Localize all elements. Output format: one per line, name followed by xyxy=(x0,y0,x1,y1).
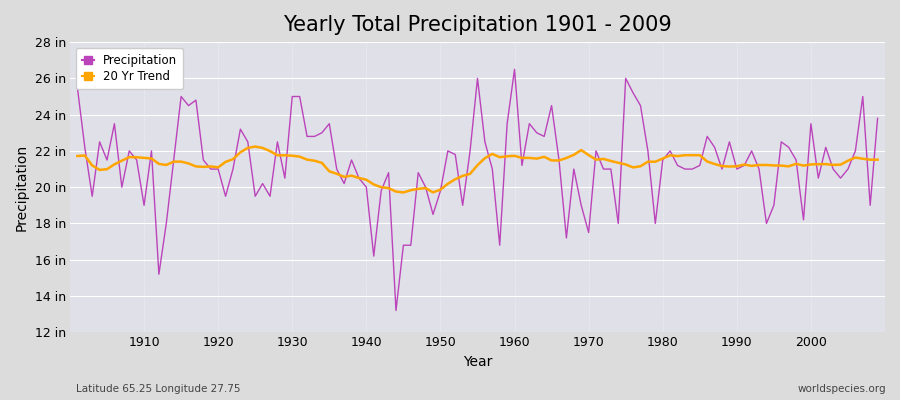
20 Yr Trend xyxy=(131,155,142,160)
Precipitation xyxy=(338,181,349,186)
Precipitation xyxy=(294,94,305,99)
Precipitation xyxy=(391,308,401,313)
20 Yr Trend xyxy=(346,173,357,178)
X-axis label: Year: Year xyxy=(463,355,492,369)
Text: Latitude 65.25 Longitude 27.75: Latitude 65.25 Longitude 27.75 xyxy=(76,384,241,394)
Precipitation xyxy=(524,121,535,126)
Precipitation xyxy=(509,67,520,72)
20 Yr Trend xyxy=(72,154,83,158)
Precipitation xyxy=(517,163,527,168)
Precipitation xyxy=(613,221,624,226)
20 Yr Trend xyxy=(872,157,883,162)
20 Yr Trend xyxy=(517,156,527,160)
Line: 20 Yr Trend: 20 Yr Trend xyxy=(77,146,878,192)
20 Yr Trend xyxy=(302,157,312,162)
Legend: Precipitation, 20 Yr Trend: Precipitation, 20 Yr Trend xyxy=(76,48,183,89)
20 Yr Trend xyxy=(398,190,409,195)
20 Yr Trend xyxy=(250,144,261,149)
Precipitation xyxy=(72,85,83,90)
20 Yr Trend xyxy=(613,160,624,165)
Precipitation xyxy=(872,116,883,121)
Y-axis label: Precipitation: Precipitation xyxy=(15,144,29,231)
Text: worldspecies.org: worldspecies.org xyxy=(798,384,886,394)
Title: Yearly Total Precipitation 1901 - 2009: Yearly Total Precipitation 1901 - 2009 xyxy=(284,15,672,35)
Line: Precipitation: Precipitation xyxy=(77,69,878,310)
Precipitation xyxy=(131,158,142,162)
20 Yr Trend xyxy=(524,156,535,160)
